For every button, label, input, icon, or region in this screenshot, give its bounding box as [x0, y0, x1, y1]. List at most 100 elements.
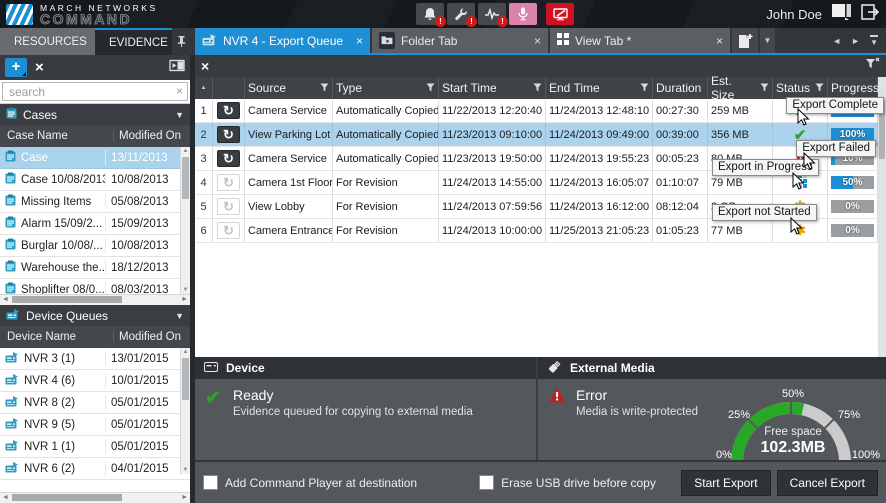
device-queue-row[interactable]: NVR 4 (6) 10/01/2015: [0, 370, 190, 392]
device-queues-section-header[interactable]: Device Queues ▼: [0, 305, 190, 326]
cases-vertical-scrollbar[interactable]: ▲ ▼: [180, 147, 190, 294]
new-tab-button[interactable]: [732, 28, 758, 53]
maintenance-error-badge: !: [466, 16, 477, 27]
queue-header-type[interactable]: Type: [333, 77, 439, 99]
queue-header-status[interactable]: Status: [773, 77, 828, 99]
add-player-checkbox[interactable]: [203, 475, 218, 490]
filter-icon[interactable]: [533, 81, 542, 95]
filter-icon[interactable]: [760, 81, 769, 95]
queue-header-duration[interactable]: Duration: [653, 77, 708, 99]
tab-evidence[interactable]: EVIDENCE: [95, 28, 172, 55]
clear-filters-icon[interactable]: [865, 57, 880, 75]
delete-case-button[interactable]: ×: [35, 59, 44, 76]
queue-header-end-time[interactable]: End Time: [546, 77, 653, 99]
device-queue-row[interactable]: NVR 6 (2) 04/01/2015: [0, 458, 190, 480]
erase-usb-label: Erase USB drive before copy: [501, 475, 656, 490]
monitor-disconnected-icon[interactable]: [546, 3, 574, 25]
sort-indicator[interactable]: ▲: [195, 77, 213, 99]
queue-header-progress[interactable]: Progress: [828, 77, 879, 99]
collapse-cases-icon[interactable]: ▼: [175, 109, 184, 120]
tab-nvr4-export-queue[interactable]: NVR 4 - Export Queue ×: [195, 28, 370, 53]
dq-col-name[interactable]: Device Name: [0, 331, 114, 343]
row-icon: [5, 439, 19, 454]
retry-export-icon[interactable]: ↻: [217, 198, 240, 215]
retry-export-icon[interactable]: ↻: [217, 102, 240, 119]
case-row[interactable]: Case 13/11/2013: [0, 147, 190, 169]
tab-list-icon[interactable]: ▼: [870, 34, 878, 47]
cell-start-time: 11/22/2013 12:20:40: [439, 99, 546, 122]
microphone-icon[interactable]: [509, 3, 537, 25]
cell-est-size: 356 MB: [708, 123, 773, 146]
tab-resources[interactable]: RESOURCES: [0, 28, 95, 55]
case-row[interactable]: Burglar 10/08/... 10/08/2013: [0, 235, 190, 257]
close-tab-icon[interactable]: ×: [533, 33, 541, 48]
new-tab-dropdown-icon[interactable]: ▼: [760, 28, 775, 53]
cases-col-modified[interactable]: Modified On: [119, 130, 182, 142]
filter-icon[interactable]: [640, 81, 649, 95]
close-tab-icon[interactable]: ×: [355, 33, 363, 48]
tooltip-export-in-progress: Export in Progress: [712, 159, 819, 176]
tab-scroll-left-icon[interactable]: ◄: [832, 35, 842, 46]
mouse-cursor: [803, 151, 816, 176]
start-export-button[interactable]: Start Export: [681, 469, 771, 496]
device-queue-row[interactable]: NVR 1 (1) 05/01/2015: [0, 436, 190, 458]
search-input[interactable]: [2, 82, 188, 101]
row-icon: [5, 216, 16, 231]
tab-scroll-right-icon[interactable]: ►: [851, 35, 861, 46]
cases-section-header[interactable]: Cases ▼: [0, 104, 190, 125]
filter-icon[interactable]: [426, 81, 435, 95]
pin-panel-icon[interactable]: [172, 28, 190, 55]
dq-col-modified[interactable]: Modified On: [119, 331, 182, 343]
tab-folder[interactable]: Folder Tab ×: [372, 28, 548, 53]
case-row[interactable]: Case 10/08/2013 10/08/2013: [0, 169, 190, 191]
device-queue-row[interactable]: NVR 8 (2) 05/01/2015: [0, 392, 190, 414]
retry-export-icon[interactable]: ↻: [217, 126, 240, 143]
retry-export-icon[interactable]: ↻: [217, 222, 240, 239]
cases-col-name[interactable]: Case Name: [0, 130, 114, 142]
dq-vertical-scrollbar[interactable]: ▲ ▼: [180, 348, 190, 474]
filter-icon[interactable]: [815, 81, 824, 95]
queue-row[interactable]: 2 ↻ View Parking Lot Automatically Copie…: [195, 123, 886, 147]
cell-duration: 00:27:30: [653, 99, 708, 122]
cell-end-time: 11/25/2013 21:05:23: [546, 219, 653, 242]
maintenance-tools-icon[interactable]: !: [447, 3, 477, 27]
remove-queue-item-button[interactable]: ×: [201, 58, 210, 74]
device-queue-row[interactable]: NVR 3 (1) 13/01/2015: [0, 348, 190, 370]
add-case-button[interactable]: +: [5, 58, 27, 77]
alarms-bell-icon[interactable]: !: [416, 3, 446, 27]
health-activity-icon[interactable]: !: [478, 3, 508, 27]
queue-row[interactable]: 4 ↻ Camera 1st Floor For Revision 11/24/…: [195, 171, 886, 195]
retry-export-icon[interactable]: ↻: [217, 150, 240, 167]
user-name: John Doe: [766, 6, 822, 22]
device-ready-check-icon: ✔: [205, 388, 221, 409]
queue-header-source[interactable]: Source: [245, 77, 333, 99]
close-tab-icon[interactable]: ×: [715, 33, 723, 48]
filter-icon[interactable]: [320, 81, 329, 95]
media-status-detail: Media is write-protected: [576, 406, 699, 418]
cell-progress: 100%: [828, 123, 878, 146]
queue-header-start-time[interactable]: Start Time: [439, 77, 546, 99]
workstation-layout-icon[interactable]: [831, 3, 852, 25]
dock-panel-icon[interactable]: [169, 59, 185, 77]
cell-type: Automatically Copied: [333, 147, 439, 170]
queue-vertical-scrollbar[interactable]: [878, 77, 886, 357]
collapse-device-queues-icon[interactable]: ▼: [175, 310, 184, 321]
queue-row[interactable]: 6 ↻ Camera Entrance For Revision 11/24/2…: [195, 219, 886, 243]
case-row[interactable]: Alarm 15/09/2... 15/09/2013: [0, 213, 190, 235]
dq-horizontal-scrollbar[interactable]: ◄ ►: [0, 492, 190, 503]
media-error-icon: [548, 387, 566, 408]
cell-type: For Revision: [333, 219, 439, 242]
retry-export-icon[interactable]: ↻: [217, 174, 240, 191]
erase-usb-checkbox[interactable]: [479, 475, 495, 490]
cancel-export-button[interactable]: Cancel Export: [776, 469, 878, 496]
clear-search-icon[interactable]: ×: [175, 84, 183, 98]
case-row[interactable]: Warehouse the... 18/12/2013: [0, 257, 190, 279]
queue-header-est-size[interactable]: Est. Size: [708, 74, 773, 102]
tab-view[interactable]: View Tab * ×: [550, 28, 730, 53]
logout-icon[interactable]: [861, 3, 880, 25]
queue-row[interactable]: 1 ↻ Camera Service Automatically Copied …: [195, 99, 886, 123]
cases-horizontal-scrollbar[interactable]: ◄ ►: [0, 294, 190, 305]
case-row[interactable]: Missing Items 05/08/2013: [0, 191, 190, 213]
device-queue-row[interactable]: NVR 9 (5) 05/01/2015: [0, 414, 190, 436]
cell-source: Camera Service: [245, 147, 333, 170]
